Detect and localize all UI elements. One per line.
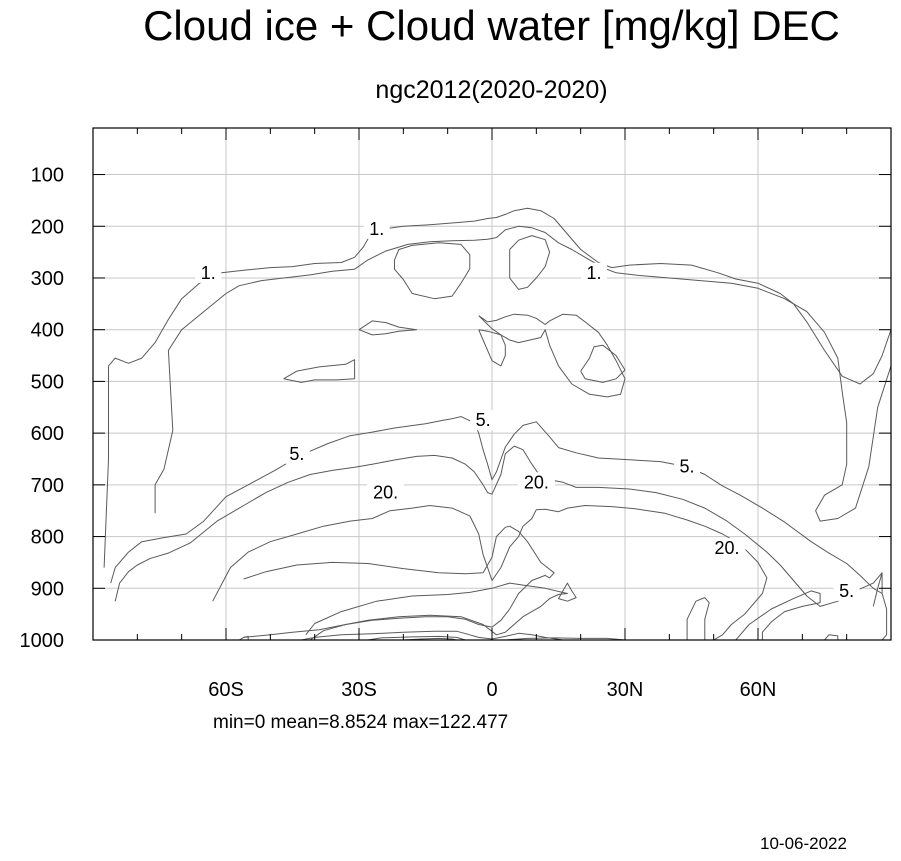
contour-label: 5.	[680, 457, 695, 477]
contour-line-20	[243, 525, 555, 638]
y-tick-label: 800	[31, 527, 64, 549]
contour-line-20	[239, 635, 249, 640]
contour-line-1	[509, 235, 551, 290]
contour-label-bg	[674, 456, 701, 477]
contour-label: 20.	[373, 483, 398, 503]
contour-line-20	[686, 597, 710, 640]
x-tick-label: 30N	[607, 679, 644, 701]
contour-label: 20.	[714, 538, 739, 558]
contour-label: 5.	[839, 581, 854, 601]
contour-line-5	[110, 416, 883, 594]
contour-labels: 1. 1. 1. 5. 5. 5. 5. 20. 20. 20.	[195, 218, 860, 601]
y-tick-label: 300	[31, 268, 64, 290]
contour-label-bg	[283, 443, 310, 464]
stats-summary: min=0 mean=8.8524 max=122.477	[213, 712, 509, 733]
contour-label: 1.	[586, 263, 601, 283]
contour-lines	[103, 207, 891, 640]
contour-label: 1.	[201, 263, 216, 283]
contour-line-20	[212, 505, 768, 640]
contour-line-1	[154, 225, 891, 522]
contour-label: 5.	[476, 410, 491, 430]
contour-line-1	[283, 359, 356, 383]
y-tick-label: 700	[31, 475, 64, 497]
axis-ticks	[93, 128, 891, 641]
contour-label-bg	[367, 482, 405, 503]
contour-line-20	[305, 582, 568, 640]
grid-lines	[93, 128, 891, 640]
contour-label-bg	[470, 410, 497, 431]
contour-label: 5.	[289, 444, 304, 464]
contour-line-5	[872, 572, 888, 640]
chart-subtitle: ngc2012(2020-2020)	[375, 76, 608, 104]
x-tick-label: 60N	[740, 679, 777, 701]
contour-line-1	[394, 242, 471, 300]
y-tick-label: 200	[31, 216, 64, 238]
contour-line-20	[301, 630, 563, 640]
axis-tick-labels: 60S 30S 0 30N 60N 100 200 300 400 500 600 700 800 900…	[20, 165, 777, 701]
contour-line-20	[735, 590, 821, 640]
contour-line-5	[114, 445, 883, 607]
contour-label: 20.	[524, 472, 549, 492]
contour-line-1	[358, 320, 418, 336]
x-tick-label: 60S	[208, 679, 244, 701]
contour-line-20	[558, 582, 577, 602]
contour-line-20	[403, 637, 457, 640]
contour-line-1	[580, 344, 626, 383]
contour-line-5	[824, 634, 839, 640]
x-tick-label: 0	[486, 679, 497, 701]
contour-line-1	[103, 207, 891, 568]
contour-label-bg	[517, 472, 555, 493]
contour-label-bg	[195, 262, 222, 283]
y-tick-label: 400	[31, 320, 64, 342]
y-tick-label: 100	[31, 165, 64, 187]
contour-line-20	[367, 635, 466, 640]
contour-line-20	[505, 637, 626, 640]
contour-line-1	[478, 329, 506, 367]
contour-line-1	[478, 313, 626, 398]
chart-title: Cloud ice + Cloud water [mg/kg] DEC	[143, 2, 840, 49]
y-tick-label: 900	[31, 578, 64, 600]
contour-label-bg	[708, 537, 746, 558]
date-stamp: 10-06-2022	[760, 834, 847, 853]
contour-label-bg	[363, 218, 390, 239]
contour-label-bg	[580, 262, 607, 283]
y-tick-label: 500	[31, 371, 64, 393]
contour-label-bg	[833, 580, 860, 601]
y-tick-label: 600	[31, 423, 64, 445]
x-tick-label: 30S	[341, 679, 377, 701]
contour-label: 1.	[369, 219, 384, 239]
y-tick-label: 1000	[20, 630, 65, 652]
